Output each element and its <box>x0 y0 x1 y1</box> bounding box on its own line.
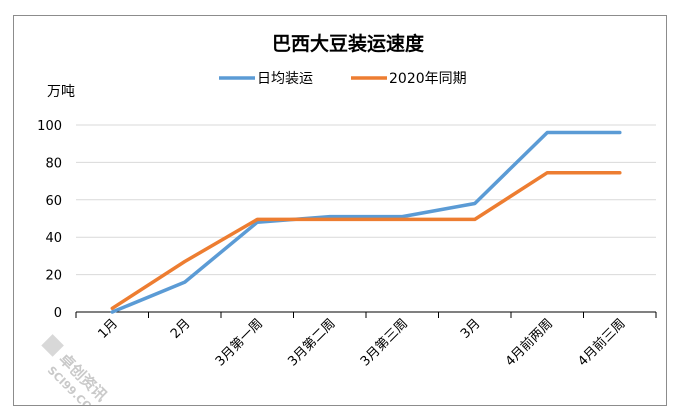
gridlines <box>76 124 656 276</box>
legend-label-0: 日均装运 <box>257 71 313 87</box>
x-tick-label: 4月前两周 <box>502 316 556 370</box>
chart-title: 巴西大豆装运速度 <box>272 32 425 55</box>
x-axis-tick-labels: 1月 2月 3月第一周 3月第二周 3月第三周 3月 4月前两周 4月前三周 <box>95 316 628 370</box>
watermark-logo-icon <box>41 334 64 357</box>
y-tick-label: 100 <box>37 119 62 134</box>
y-tick-label: 20 <box>45 269 62 284</box>
x-axis <box>75 311 657 318</box>
series-lines <box>110 130 622 314</box>
x-tick-label: 1月 <box>95 316 121 342</box>
x-tick-label: 3月第二周 <box>285 316 338 369</box>
y-tick-label: 80 <box>45 156 62 171</box>
y-tick-label: 60 <box>45 194 62 209</box>
series-line-1 <box>110 170 622 311</box>
chart-frame: 巴西大豆装运速度 万吨 日均装运 2020年同期 0 20 40 60 80 100 1月 2… <box>13 15 667 406</box>
y-axis-ticks: 0 20 40 60 80 100 <box>37 119 62 321</box>
chart-svg: 巴西大豆装运速度 万吨 日均装运 2020年同期 0 20 40 60 80 100 1月 2… <box>37 32 657 405</box>
x-tick-label: 3月第一周 <box>213 316 266 369</box>
legend-label-1: 2020年同期 <box>389 71 467 87</box>
y-tick-label: 40 <box>45 231 62 246</box>
legend: 日均装运 2020年同期 <box>219 71 467 87</box>
x-tick-label: 2月 <box>168 316 194 342</box>
y-axis-unit-label: 万吨 <box>47 84 75 100</box>
x-tick-label: 4月前三周 <box>575 316 629 370</box>
x-tick-label: 3月 <box>458 316 484 342</box>
x-tick-label: 3月第三周 <box>358 316 411 369</box>
series-line-0 <box>110 130 622 314</box>
y-tick-label: 0 <box>54 306 62 321</box>
watermark: 卓创资讯 SCI99.COM <box>41 334 111 405</box>
